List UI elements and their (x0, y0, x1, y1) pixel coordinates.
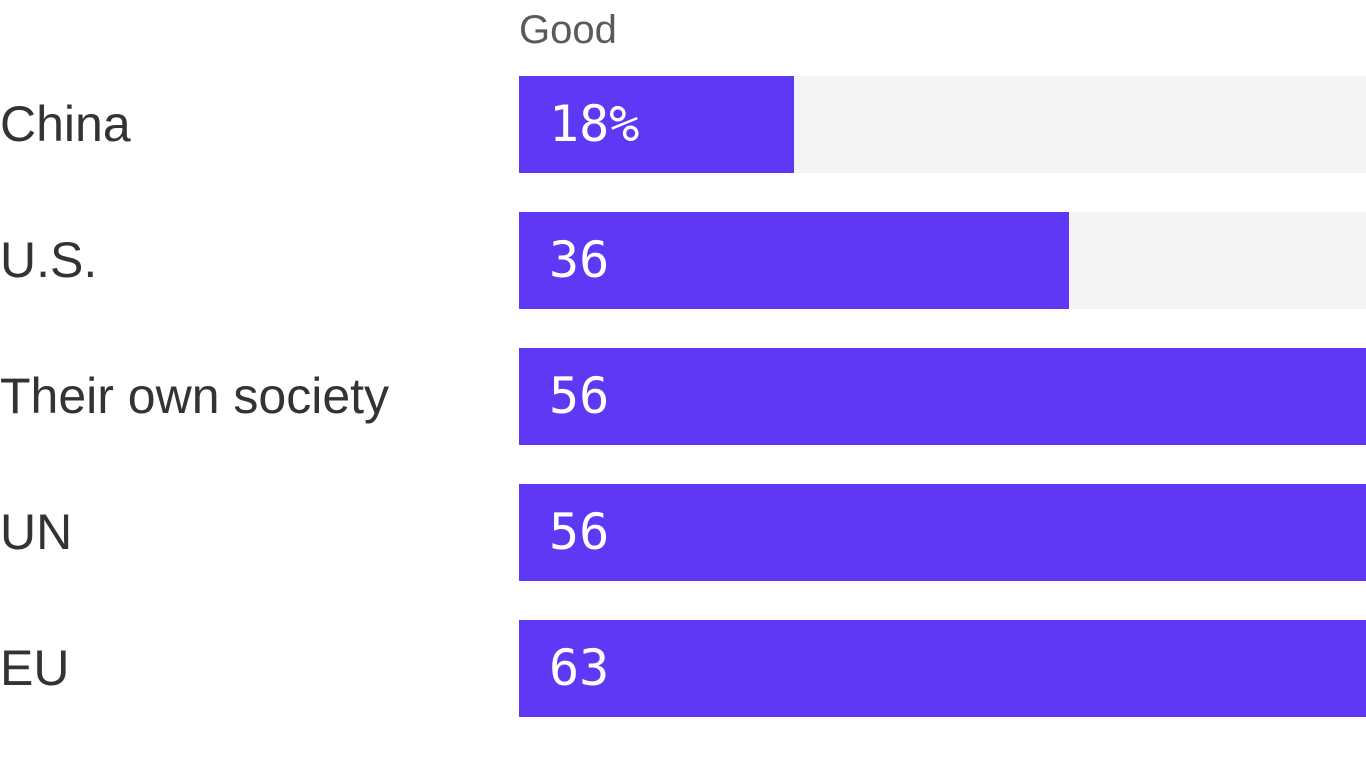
value-label: 18% (549, 95, 640, 153)
value-label: 63 (549, 639, 610, 697)
column-header: Good (519, 8, 617, 52)
bar (519, 212, 1069, 309)
category-label: EU (0, 640, 70, 696)
value-label: 56 (549, 367, 610, 425)
bar (519, 620, 1366, 717)
category-label: U.S. (0, 232, 98, 288)
category-label: UN (0, 504, 73, 560)
value-label: 56 (549, 503, 610, 561)
bar (519, 348, 1366, 445)
category-label: Their own society (0, 368, 390, 424)
bar (519, 484, 1366, 581)
value-label: 36 (549, 231, 610, 289)
bar (519, 76, 794, 173)
category-label: China (0, 96, 131, 152)
